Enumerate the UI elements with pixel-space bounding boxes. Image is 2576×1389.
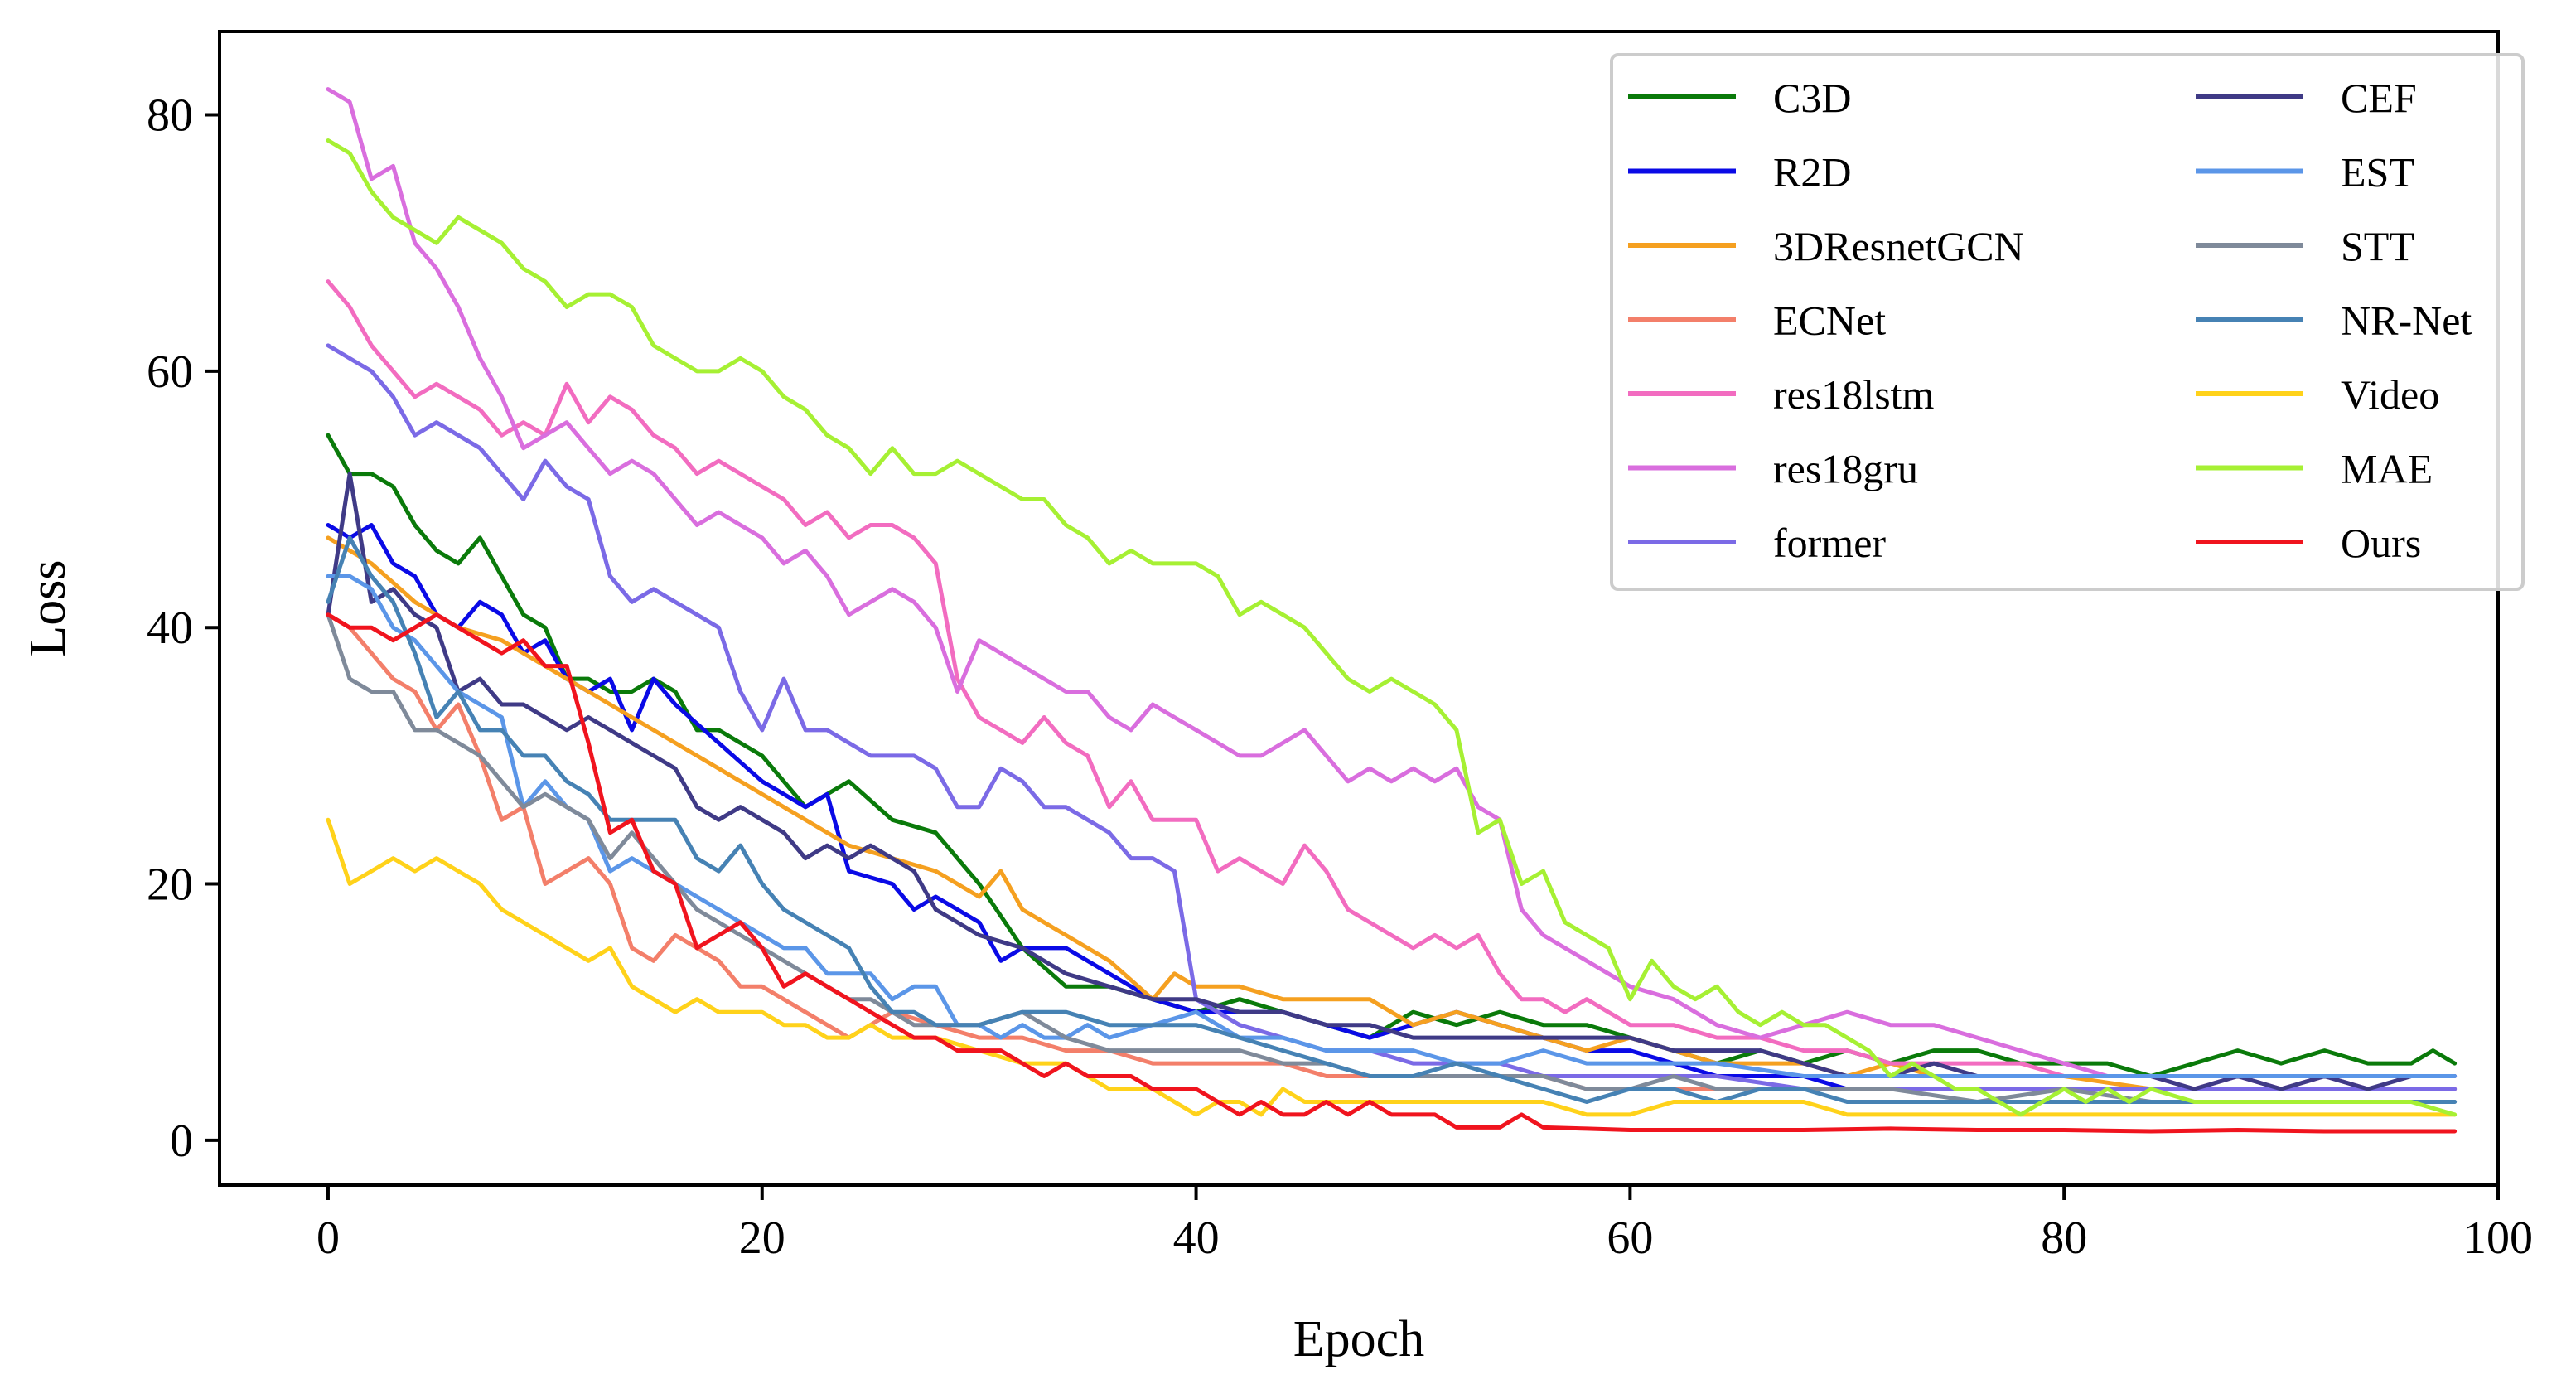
series-line-former [326,343,2458,1091]
ticks-layer: 0 20 40 60 80 100 0 20 40 60 80 [147,90,2533,1264]
x-axis-label: Epoch [1293,1311,1424,1367]
legend-label-ours: Ours [2341,520,2421,566]
series-line-3dresnetgcn [326,535,2458,1091]
series-line-nr-net [326,535,2458,1104]
series-line-mae [326,138,2458,1117]
series-line-ours [326,612,2458,1134]
series-layer [326,87,2458,1134]
legend-label-r2d: R2D [1773,149,1851,196]
legend-label-nr-net: NR-Net [2341,298,2472,344]
legend-label-ecnet: ECNet [1773,298,1886,344]
legend-label-est: EST [2341,149,2414,196]
x-tick-label: 40 [1173,1212,1220,1264]
x-tick-label: 0 [317,1212,340,1264]
legend-label-stt: STT [2341,223,2414,269]
legend-label-former: former [1773,520,1886,566]
series-line-est [326,574,2458,1078]
y-tick-label: 20 [147,859,193,911]
legend-frame [1610,53,2525,591]
series-line-video [326,817,2458,1117]
y-axis-label: Loss [20,559,76,656]
legend-label-mae: MAE [2341,446,2433,492]
legend-label-c3d: C3D [1773,75,1851,121]
legend-label-res18gru: res18gru [1773,446,1918,492]
legend-label-3dresnetgcn: 3DResnetGCN [1773,223,2024,269]
y-tick-label: 80 [147,90,193,142]
series-line-r2d [326,523,2458,1091]
x-tick-label: 20 [739,1212,785,1264]
y-tick-label: 40 [147,603,193,654]
plot-frame [218,30,2500,1187]
x-tick-label: 80 [2041,1212,2087,1264]
x-tick-label: 60 [1607,1212,1653,1264]
legend: C3D R2D 3DResnetGCN ECNet res18lstm res18gru f… [1610,53,2525,591]
legend-label-cef: CEF [2341,75,2417,121]
series-line-res18lstm [326,279,2458,1078]
legend-label-video: Video [2341,371,2439,418]
x-tick-label: 100 [2463,1212,2533,1264]
y-tick-label: 0 [170,1116,193,1167]
series-line-res18gru [326,87,2458,1091]
y-tick-label: 60 [147,346,193,398]
legend-label-res18lstm: res18lstm [1773,371,1935,418]
